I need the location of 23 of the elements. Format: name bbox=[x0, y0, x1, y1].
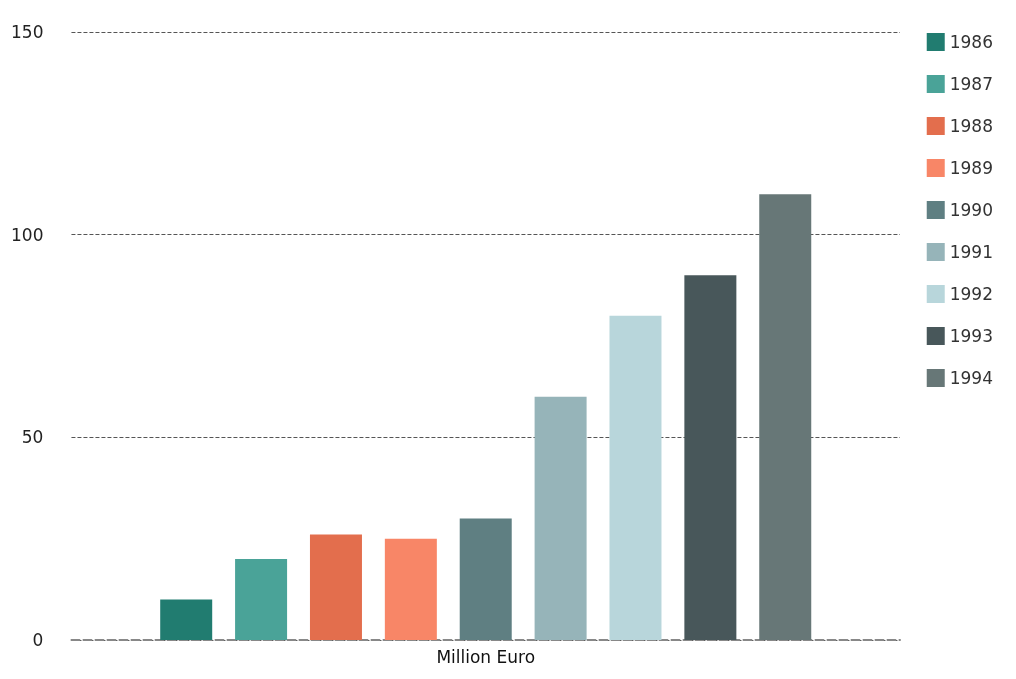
bar bbox=[759, 194, 812, 640]
bar bbox=[534, 396, 587, 640]
legend-label: 1990 bbox=[949, 200, 993, 220]
bar bbox=[160, 599, 213, 640]
y-tick-label: 150 bbox=[10, 22, 44, 42]
legend-label: 1994 bbox=[949, 368, 993, 388]
bar bbox=[309, 534, 362, 640]
bar bbox=[384, 538, 437, 640]
legend-label: 1991 bbox=[949, 242, 993, 262]
y-tick-label: 0 bbox=[32, 630, 44, 650]
y-tick-label: 100 bbox=[10, 224, 44, 245]
legend-label: 1987 bbox=[949, 74, 993, 94]
bar bbox=[459, 518, 512, 640]
bar bbox=[684, 275, 737, 640]
legend-label: 1992 bbox=[949, 284, 993, 304]
bar bbox=[609, 315, 662, 640]
legend-label: 1988 bbox=[949, 116, 993, 136]
legend-label: 1989 bbox=[949, 158, 993, 178]
x-tick-label: Million Euro bbox=[436, 646, 536, 667]
y-tick-label: 50 bbox=[21, 427, 44, 448]
bar bbox=[235, 558, 288, 640]
legend-label: 1986 bbox=[949, 32, 993, 52]
legend-label: 1993 bbox=[949, 326, 993, 346]
